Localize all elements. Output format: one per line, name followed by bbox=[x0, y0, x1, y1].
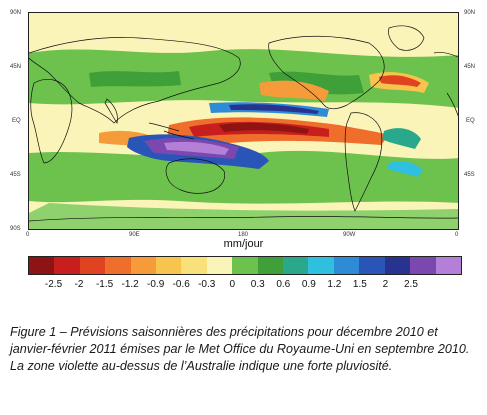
colorbar-tick-label: -2.5 bbox=[44, 279, 63, 290]
colorbar-swatch bbox=[156, 257, 182, 274]
colorbar-tick-label: -2 bbox=[74, 279, 84, 290]
colorbar-swatch bbox=[29, 257, 55, 274]
colorbar-tick-label: -0.9 bbox=[147, 279, 165, 290]
colorbar-swatch bbox=[54, 257, 80, 274]
colorbar-tick-label: 0 bbox=[229, 279, 236, 290]
lon-label: 90E bbox=[129, 232, 140, 238]
colorbar-tick-label: 1.5 bbox=[352, 279, 367, 290]
lat-label-left: 90S bbox=[10, 226, 21, 232]
lat-label-right: EQ bbox=[466, 118, 475, 124]
colorbar-swatch bbox=[410, 257, 436, 274]
precipitation-anomaly-map bbox=[28, 12, 459, 230]
colorbar-tick-label: -0.6 bbox=[172, 279, 190, 290]
colorbar-swatch bbox=[333, 257, 360, 274]
colorbar-tick-label: 2.5 bbox=[403, 279, 418, 290]
lon-label: 180 bbox=[238, 232, 249, 238]
colorbar-swatch bbox=[435, 257, 461, 274]
colorbar-swatch bbox=[105, 257, 131, 274]
colorbar-tick-label: -1.2 bbox=[121, 279, 139, 290]
colorbar-tick-label: 2 bbox=[382, 279, 389, 290]
colorbar-swatch bbox=[206, 257, 233, 274]
colorbar-swatch bbox=[130, 257, 157, 274]
colorbar-swatch bbox=[181, 257, 207, 274]
figure-caption: Figure 1 – Prévisions saisonnières des p… bbox=[10, 325, 470, 374]
colorbar bbox=[28, 256, 462, 275]
colorbar-swatch bbox=[232, 257, 258, 274]
colorbar-tick-label: -1.5 bbox=[95, 279, 114, 290]
lat-label-right: 45S bbox=[464, 172, 475, 178]
colorbar-swatch bbox=[359, 257, 385, 274]
colorbar-tick-label: 0.3 bbox=[250, 279, 265, 290]
colorbar-tick-label: 0.6 bbox=[276, 279, 291, 290]
colorbar-swatch bbox=[79, 257, 106, 274]
lat-label-left: 45N bbox=[10, 64, 22, 70]
lat-label-left: 90N bbox=[10, 10, 22, 16]
lat-label-left: EQ bbox=[12, 118, 21, 124]
colorbar-swatch bbox=[283, 257, 309, 274]
lat-label-left: 45S bbox=[10, 172, 21, 178]
lat-label-right: 45N bbox=[464, 64, 476, 70]
colorbar-swatch bbox=[257, 257, 284, 274]
colorbar-ticks: -2.5 -2 -1.5 -1.2 -0.9 -0.6 -0.3 0 0.3 0.6 0.9 1.2 1… bbox=[28, 279, 462, 293]
lon-label: 90W bbox=[343, 232, 356, 238]
colorbar-tick-label: 0.9 bbox=[301, 279, 316, 290]
colorbar-swatch bbox=[308, 257, 334, 274]
colorbar-tick-label: -0.3 bbox=[198, 279, 216, 290]
lat-label-right: 90N bbox=[464, 10, 476, 16]
lon-label: 0 bbox=[455, 232, 459, 238]
colorbar-units: mm/jour bbox=[223, 238, 264, 250]
forecast-map-panel: 90N 45N EQ 45S 90S 90N 45N EQ 45S bbox=[10, 10, 476, 250]
lon-label: 0 bbox=[26, 232, 30, 238]
colorbar-tick-label: 1.2 bbox=[327, 279, 342, 290]
colorbar-swatch bbox=[384, 257, 411, 274]
